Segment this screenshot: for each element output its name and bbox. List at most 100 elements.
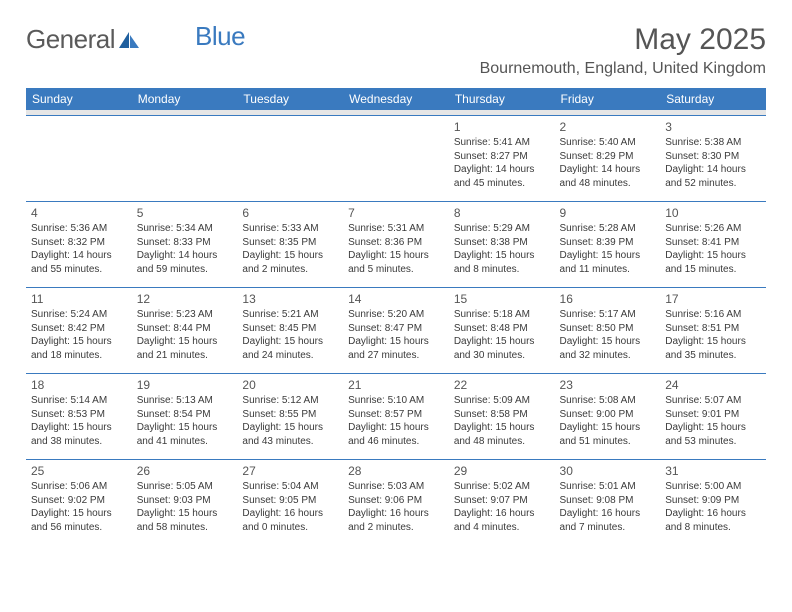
- sunset-text: Sunset: 8:51 PM: [665, 322, 761, 336]
- title-block: May 2025 Bournemouth, England, United Ki…: [480, 24, 766, 78]
- sunset-text: Sunset: 8:42 PM: [31, 322, 127, 336]
- day-number: 24: [665, 377, 761, 393]
- day-cell: 27Sunrise: 5:04 AMSunset: 9:05 PMDayligh…: [237, 460, 343, 546]
- daylight-text: Daylight: 16 hours and 8 minutes.: [665, 507, 761, 534]
- day-cell: 13Sunrise: 5:21 AMSunset: 8:45 PMDayligh…: [237, 288, 343, 374]
- week-row: 18Sunrise: 5:14 AMSunset: 8:53 PMDayligh…: [26, 374, 766, 460]
- sunrise-text: Sunrise: 5:02 AM: [454, 480, 550, 494]
- page-subtitle: Bournemouth, England, United Kingdom: [480, 60, 766, 78]
- sunrise-text: Sunrise: 5:17 AM: [560, 308, 656, 322]
- sunrise-text: Sunrise: 5:34 AM: [137, 222, 233, 236]
- sunset-text: Sunset: 9:00 PM: [560, 408, 656, 422]
- sunrise-text: Sunrise: 5:40 AM: [560, 136, 656, 150]
- day-cell: 8Sunrise: 5:29 AMSunset: 8:38 PMDaylight…: [449, 202, 555, 288]
- sunrise-text: Sunrise: 5:14 AM: [31, 394, 127, 408]
- daylight-text: Daylight: 15 hours and 46 minutes.: [348, 421, 444, 448]
- day-number: 19: [137, 377, 233, 393]
- sunrise-text: Sunrise: 5:33 AM: [242, 222, 338, 236]
- calendar-table: Sunday Monday Tuesday Wednesday Thursday…: [26, 88, 766, 546]
- sunset-text: Sunset: 9:07 PM: [454, 494, 550, 508]
- day-cell: 17Sunrise: 5:16 AMSunset: 8:51 PMDayligh…: [660, 288, 766, 374]
- day-cell: 6Sunrise: 5:33 AMSunset: 8:35 PMDaylight…: [237, 202, 343, 288]
- sunrise-text: Sunrise: 5:20 AM: [348, 308, 444, 322]
- daylight-text: Daylight: 15 hours and 53 minutes.: [665, 421, 761, 448]
- sunrise-text: Sunrise: 5:18 AM: [454, 308, 550, 322]
- daylight-text: Daylight: 15 hours and 38 minutes.: [31, 421, 127, 448]
- day-number: 3: [665, 119, 761, 135]
- day-number: 2: [560, 119, 656, 135]
- sunset-text: Sunset: 8:36 PM: [348, 236, 444, 250]
- sunrise-text: Sunrise: 5:06 AM: [31, 480, 127, 494]
- sunset-text: Sunset: 8:45 PM: [242, 322, 338, 336]
- day-number: 12: [137, 291, 233, 307]
- sunrise-text: Sunrise: 5:24 AM: [31, 308, 127, 322]
- day-cell: 23Sunrise: 5:08 AMSunset: 9:00 PMDayligh…: [555, 374, 661, 460]
- sunrise-text: Sunrise: 5:09 AM: [454, 394, 550, 408]
- day-number: 17: [665, 291, 761, 307]
- day-number: 9: [560, 205, 656, 221]
- day-number: 4: [31, 205, 127, 221]
- sunset-text: Sunset: 8:29 PM: [560, 150, 656, 164]
- weekday-header-row: Sunday Monday Tuesday Wednesday Thursday…: [26, 88, 766, 110]
- sunset-text: Sunset: 9:08 PM: [560, 494, 656, 508]
- sunset-text: Sunset: 8:41 PM: [665, 236, 761, 250]
- day-number: 27: [242, 463, 338, 479]
- sunrise-text: Sunrise: 5:21 AM: [242, 308, 338, 322]
- daylight-text: Daylight: 14 hours and 45 minutes.: [454, 163, 550, 190]
- day-number: 18: [31, 377, 127, 393]
- daylight-text: Daylight: 15 hours and 15 minutes.: [665, 249, 761, 276]
- daylight-text: Daylight: 14 hours and 59 minutes.: [137, 249, 233, 276]
- day-cell: [343, 116, 449, 202]
- sunset-text: Sunset: 9:09 PM: [665, 494, 761, 508]
- logo-text-a: General: [26, 24, 115, 55]
- day-cell: 12Sunrise: 5:23 AMSunset: 8:44 PMDayligh…: [132, 288, 238, 374]
- logo-text-b: Blue: [195, 21, 245, 52]
- day-number: 14: [348, 291, 444, 307]
- daylight-text: Daylight: 15 hours and 58 minutes.: [137, 507, 233, 534]
- sunset-text: Sunset: 9:06 PM: [348, 494, 444, 508]
- daylight-text: Daylight: 15 hours and 56 minutes.: [31, 507, 127, 534]
- sunrise-text: Sunrise: 5:28 AM: [560, 222, 656, 236]
- logo-sail-icon: [117, 30, 141, 50]
- weekday-header: Friday: [555, 88, 661, 110]
- sunrise-text: Sunrise: 5:26 AM: [665, 222, 761, 236]
- day-cell: 30Sunrise: 5:01 AMSunset: 9:08 PMDayligh…: [555, 460, 661, 546]
- sunrise-text: Sunrise: 5:38 AM: [665, 136, 761, 150]
- daylight-text: Daylight: 14 hours and 55 minutes.: [31, 249, 127, 276]
- day-number: 5: [137, 205, 233, 221]
- weekday-header: Sunday: [26, 88, 132, 110]
- daylight-text: Daylight: 16 hours and 2 minutes.: [348, 507, 444, 534]
- sunrise-text: Sunrise: 5:04 AM: [242, 480, 338, 494]
- sunrise-text: Sunrise: 5:12 AM: [242, 394, 338, 408]
- day-number: 29: [454, 463, 550, 479]
- sunset-text: Sunset: 9:03 PM: [137, 494, 233, 508]
- daylight-text: Daylight: 15 hours and 48 minutes.: [454, 421, 550, 448]
- day-cell: 21Sunrise: 5:10 AMSunset: 8:57 PMDayligh…: [343, 374, 449, 460]
- daylight-text: Daylight: 16 hours and 7 minutes.: [560, 507, 656, 534]
- sunset-text: Sunset: 8:54 PM: [137, 408, 233, 422]
- weekday-header: Saturday: [660, 88, 766, 110]
- sunset-text: Sunset: 8:53 PM: [31, 408, 127, 422]
- day-cell: [237, 116, 343, 202]
- day-number: 31: [665, 463, 761, 479]
- sunset-text: Sunset: 8:44 PM: [137, 322, 233, 336]
- daylight-text: Daylight: 15 hours and 2 minutes.: [242, 249, 338, 276]
- day-number: 7: [348, 205, 444, 221]
- day-cell: 10Sunrise: 5:26 AMSunset: 8:41 PMDayligh…: [660, 202, 766, 288]
- sunrise-text: Sunrise: 5:08 AM: [560, 394, 656, 408]
- sunset-text: Sunset: 8:35 PM: [242, 236, 338, 250]
- day-cell: 9Sunrise: 5:28 AMSunset: 8:39 PMDaylight…: [555, 202, 661, 288]
- day-cell: 4Sunrise: 5:36 AMSunset: 8:32 PMDaylight…: [26, 202, 132, 288]
- sunset-text: Sunset: 8:27 PM: [454, 150, 550, 164]
- daylight-text: Daylight: 15 hours and 5 minutes.: [348, 249, 444, 276]
- sunset-text: Sunset: 8:30 PM: [665, 150, 761, 164]
- day-cell: 5Sunrise: 5:34 AMSunset: 8:33 PMDaylight…: [132, 202, 238, 288]
- daylight-text: Daylight: 15 hours and 43 minutes.: [242, 421, 338, 448]
- daylight-text: Daylight: 15 hours and 27 minutes.: [348, 335, 444, 362]
- day-cell: [26, 116, 132, 202]
- day-number: 22: [454, 377, 550, 393]
- sunrise-text: Sunrise: 5:23 AM: [137, 308, 233, 322]
- day-cell: 31Sunrise: 5:00 AMSunset: 9:09 PMDayligh…: [660, 460, 766, 546]
- day-cell: 24Sunrise: 5:07 AMSunset: 9:01 PMDayligh…: [660, 374, 766, 460]
- weekday-header: Thursday: [449, 88, 555, 110]
